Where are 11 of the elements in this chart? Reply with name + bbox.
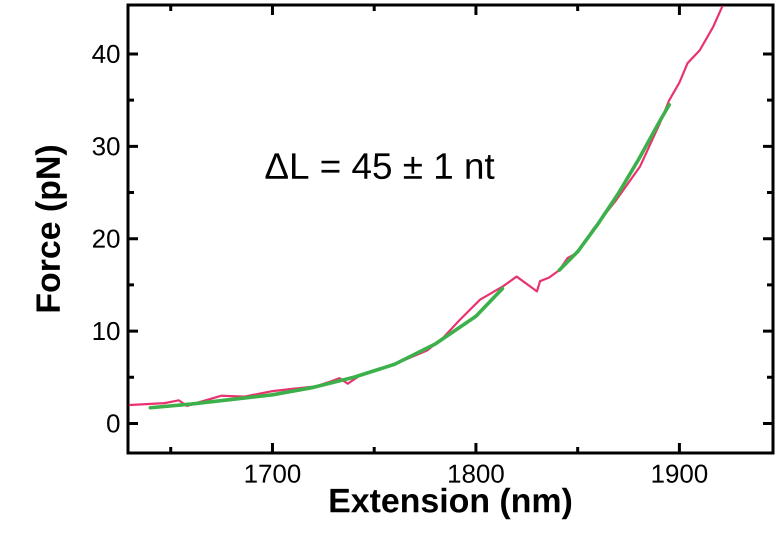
x-tick-label: 1800 — [449, 464, 504, 483]
y-tick-label: 10 — [94, 322, 120, 340]
y-tick-label: 40 — [92, 44, 120, 64]
y-tick-label: 20 — [92, 230, 120, 248]
y-tick-label: 30 — [92, 137, 120, 156]
x-axis-title: Extension (nm) — [330, 488, 572, 520]
y-axis-title: Force (pN) — [35, 146, 67, 312]
y-tick-label: 0 — [107, 414, 120, 433]
x-tick-label: 1900 — [652, 464, 708, 483]
x-tick-label: 1700 — [246, 464, 300, 483]
annotation: ΔL = 45 ± 1 nt — [265, 153, 494, 180]
